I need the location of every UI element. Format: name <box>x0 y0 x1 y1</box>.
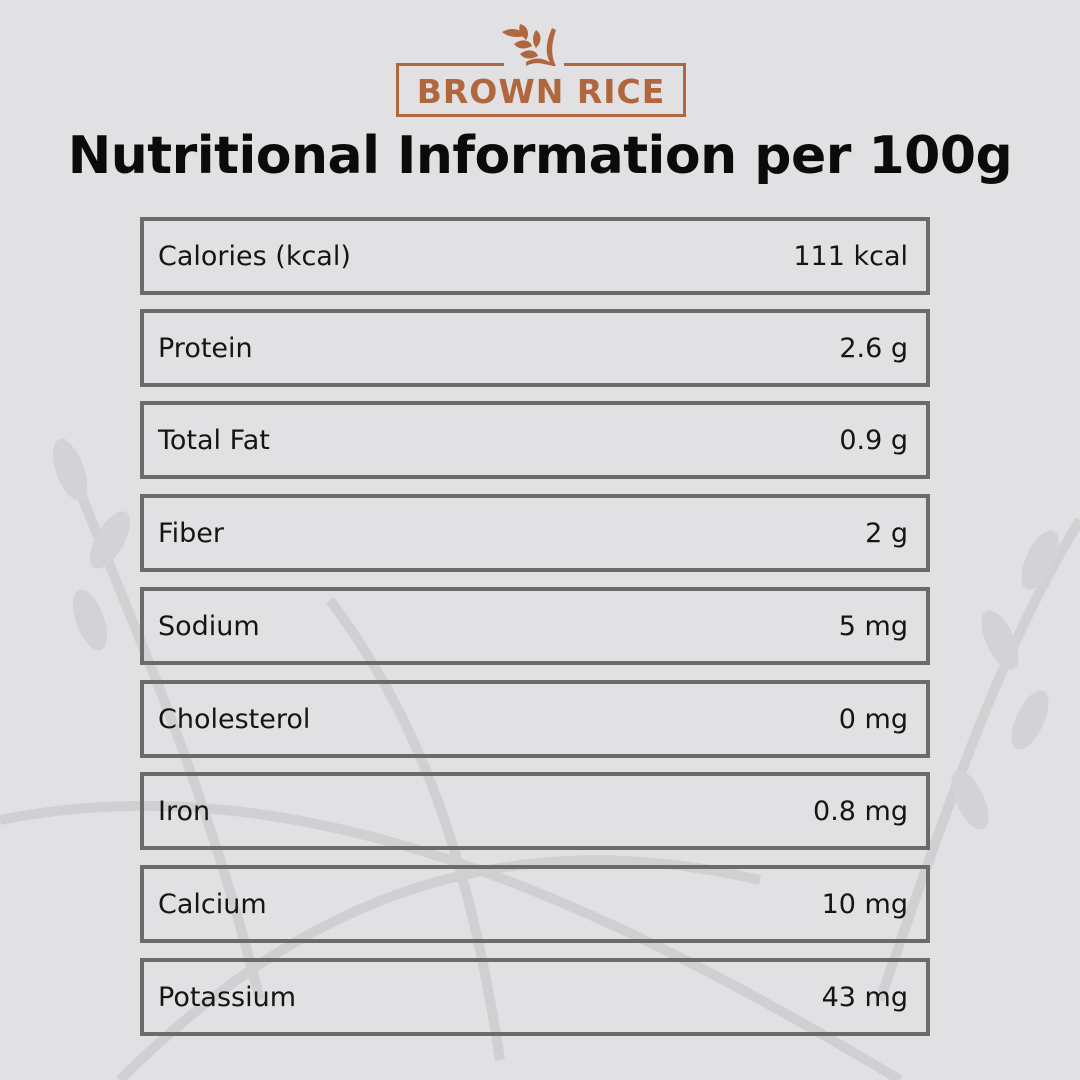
nutrient-value: 5 mg <box>838 610 908 642</box>
brand-logo: BROWN RICE <box>396 22 686 118</box>
nutrition-row-potassium: Potassium 43 mg <box>140 958 930 1036</box>
page-title: Nutritional Information per 100g <box>67 126 1013 186</box>
nutrition-row-protein: Protein 2.6 g <box>140 309 930 387</box>
nutrition-row-fiber: Fiber 2 g <box>140 494 930 572</box>
nutrient-value: 111 kcal <box>793 240 908 272</box>
nutrient-value: 0.9 g <box>839 424 908 456</box>
logo-frame-line <box>564 63 683 66</box>
logo-frame-line <box>396 63 504 66</box>
nutrient-value: 2.6 g <box>839 332 908 364</box>
nutrient-label: Calcium <box>158 888 267 920</box>
nutrient-value: 10 mg <box>821 888 908 920</box>
nutrient-label: Calories (kcal) <box>158 240 351 272</box>
nutrient-value: 0.8 mg <box>813 795 908 827</box>
nutrient-label: Fiber <box>158 517 224 549</box>
logo-frame <box>396 63 686 117</box>
nutrition-row-total-fat: Total Fat 0.9 g <box>140 401 930 479</box>
nutrient-label: Potassium <box>158 981 297 1013</box>
wheat-leaf-icon <box>502 24 556 66</box>
logo-text: BROWN RICE <box>416 72 666 111</box>
nutrient-label: Protein <box>158 332 253 364</box>
nutrient-value: 2 g <box>865 517 908 549</box>
nutrient-label: Sodium <box>158 610 260 642</box>
nutrient-label: Iron <box>158 795 211 827</box>
nutrition-row-sodium: Sodium 5 mg <box>140 587 930 665</box>
nutrient-label: Cholesterol <box>158 703 311 735</box>
nutrition-row-iron: Iron 0.8 mg <box>140 772 930 850</box>
nutrient-value: 43 mg <box>821 981 908 1013</box>
nutrition-row-calcium: Calcium 10 mg <box>140 865 930 943</box>
nutrient-value: 0 mg <box>838 703 908 735</box>
nutrient-label: Total Fat <box>158 424 270 456</box>
nutrition-row-cholesterol: Cholesterol 0 mg <box>140 680 930 758</box>
nutrition-row-calories: Calories (kcal) 111 kcal <box>140 217 930 295</box>
